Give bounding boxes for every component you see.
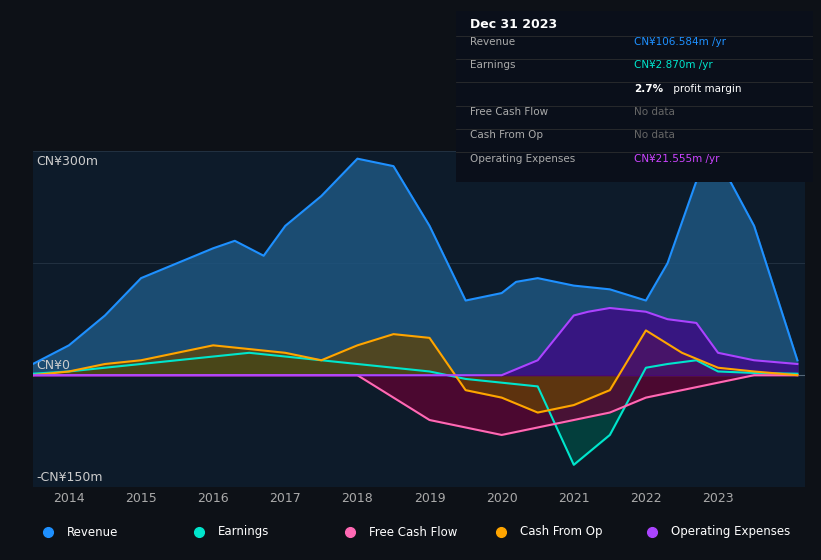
Text: No data: No data (635, 107, 675, 117)
Text: CN¥106.584m /yr: CN¥106.584m /yr (635, 37, 727, 47)
Text: CN¥0: CN¥0 (36, 359, 71, 372)
Text: -CN¥150m: -CN¥150m (36, 471, 103, 484)
Text: CN¥21.555m /yr: CN¥21.555m /yr (635, 153, 720, 164)
Text: Operating Expenses: Operating Expenses (671, 525, 791, 539)
Text: Dec 31 2023: Dec 31 2023 (470, 18, 557, 31)
Text: CN¥2.870m /yr: CN¥2.870m /yr (635, 60, 713, 70)
Text: 2.7%: 2.7% (635, 83, 663, 94)
Text: Free Cash Flow: Free Cash Flow (369, 525, 457, 539)
Text: Revenue: Revenue (67, 525, 118, 539)
Text: Operating Expenses: Operating Expenses (470, 153, 576, 164)
Text: Earnings: Earnings (470, 60, 516, 70)
Text: Revenue: Revenue (470, 37, 515, 47)
Text: Cash From Op: Cash From Op (520, 525, 603, 539)
Text: No data: No data (635, 130, 675, 140)
Text: Free Cash Flow: Free Cash Flow (470, 107, 548, 117)
Text: Earnings: Earnings (218, 525, 269, 539)
Text: CN¥300m: CN¥300m (36, 155, 99, 168)
Text: Cash From Op: Cash From Op (470, 130, 543, 140)
Text: profit margin: profit margin (670, 83, 741, 94)
